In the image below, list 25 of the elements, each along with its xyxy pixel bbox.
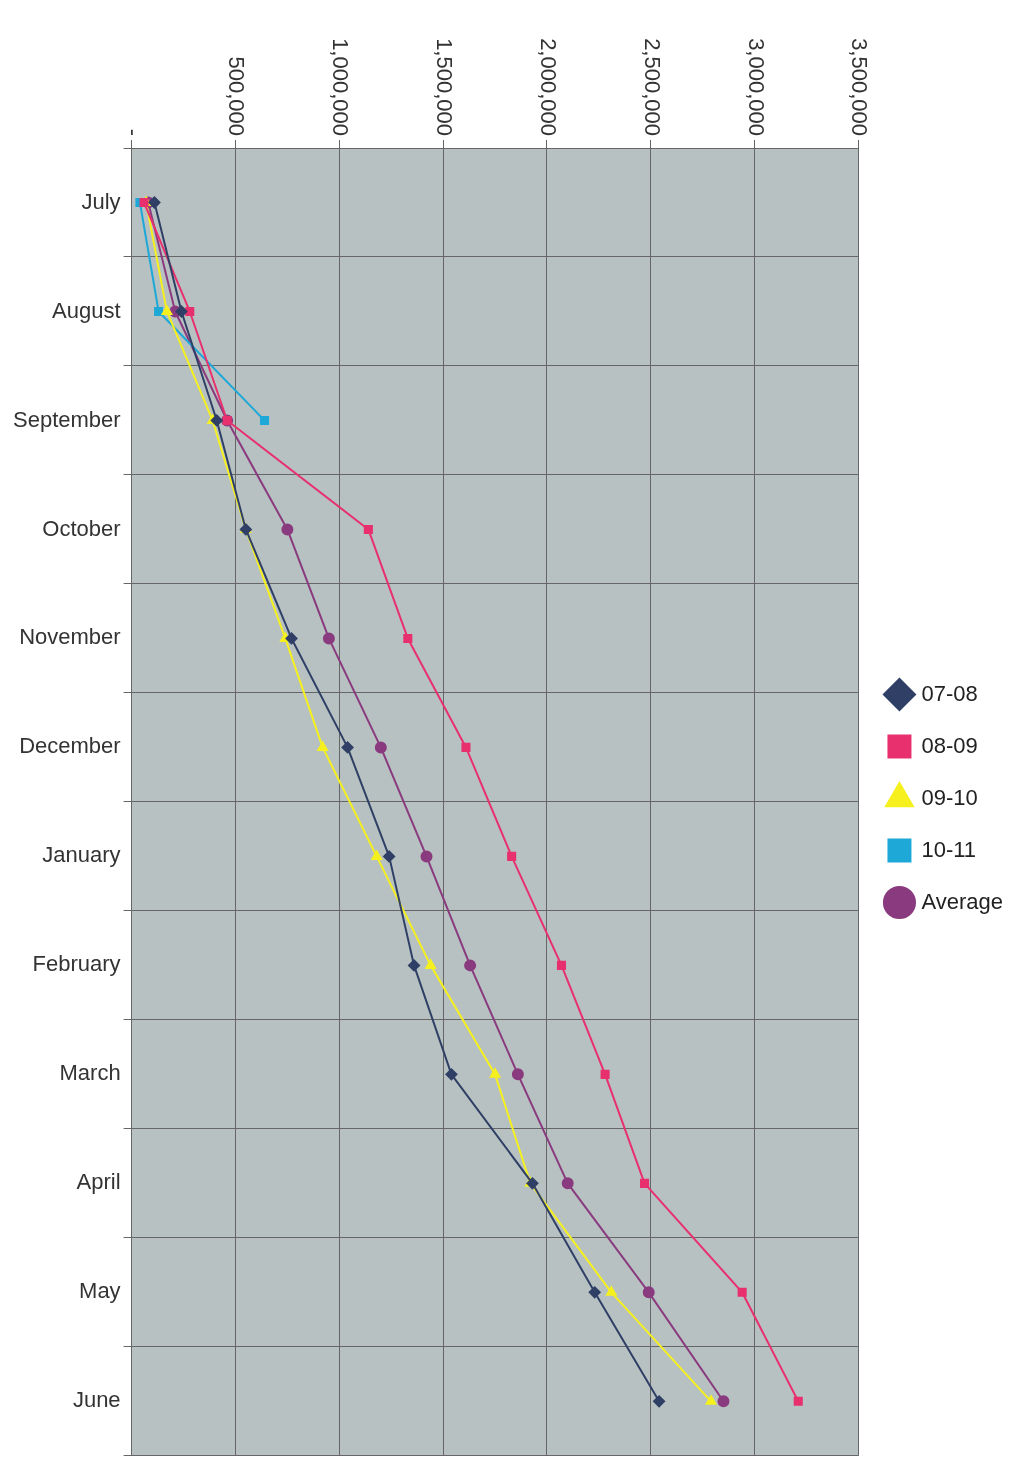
x-tick-label: 1,000,000 <box>328 38 354 136</box>
y-tick-label: June <box>72 1387 121 1413</box>
y-tick-label: April <box>76 1169 121 1195</box>
y-tick-label: December <box>19 733 121 759</box>
x-tick-label: 2,000,000 <box>535 38 561 136</box>
y-tick-label: January <box>42 842 121 868</box>
x-tick-label: 500,000 <box>224 56 250 136</box>
legend-label: 10-11 <box>921 836 977 862</box>
legend-label: 08-09 <box>921 732 978 758</box>
x-tick-label: 2,500,000 <box>639 38 665 136</box>
y-tick-label: September <box>12 406 121 432</box>
x-tick-label: 3,500,000 <box>847 38 873 136</box>
x-tick-label: 1,500,000 <box>432 38 458 136</box>
legend-label: 09-10 <box>921 784 978 810</box>
y-tick-label: October <box>42 515 121 541</box>
y-tick-label: March <box>59 1060 121 1086</box>
y-tick-label: November <box>19 624 121 650</box>
x-tick-label: - <box>120 128 146 136</box>
x-tick-label: 3,000,000 <box>743 38 769 136</box>
legend-label: Average <box>921 888 1003 914</box>
y-tick-label: August <box>52 297 121 323</box>
y-tick-label: February <box>32 951 121 977</box>
y-tick-label: May <box>79 1278 121 1304</box>
y-tick-label: July <box>81 188 121 214</box>
legend-label: 07-08 <box>921 680 978 706</box>
